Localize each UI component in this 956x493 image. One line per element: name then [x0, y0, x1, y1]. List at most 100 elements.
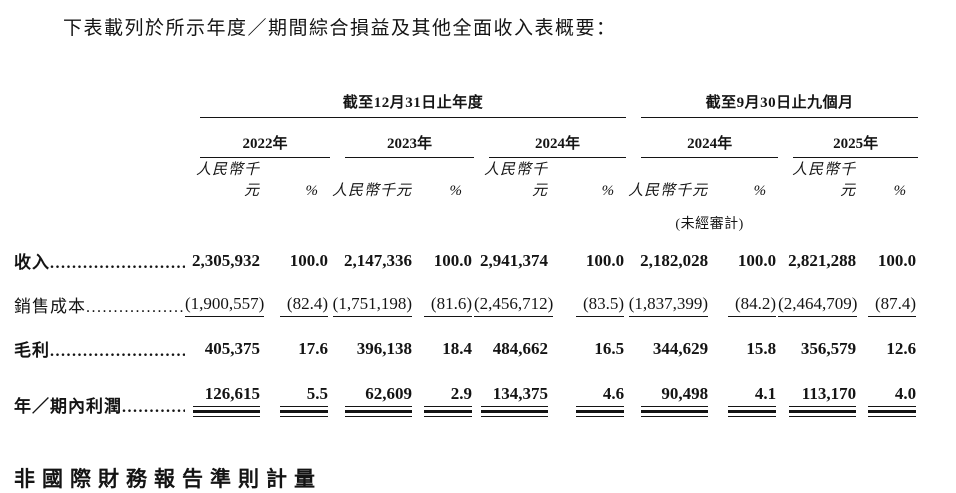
table-row-cost-of-sales: 銷售成本 (1,900,557) (82.4) (1,751,198) (81.… [14, 279, 918, 325]
percent-label: % [305, 183, 319, 199]
double-rule [424, 410, 472, 417]
year-label-2024-9m: 2024年 [641, 132, 779, 158]
value-cell: 2,941,374 [480, 251, 548, 270]
value-cell: (83.5) [548, 279, 626, 325]
financial-summary-table: 截至12月31日止年度 截至9月30日止九個月 2022年 2023年 2024… [14, 86, 919, 425]
year-cell-2023: 2023年 [330, 118, 474, 158]
unit-header-cell: 人民幣千元 [474, 158, 548, 203]
double-rule [345, 410, 412, 417]
value-cell: 405,375 [204, 339, 260, 358]
section-heading: 非國際財務報告準則計量 [14, 467, 322, 491]
year-label-2023: 2023年 [345, 132, 474, 158]
value-cell: 396,138 [356, 339, 412, 358]
value-cell: 100.0 [737, 251, 777, 270]
value-cell: 5.5 [260, 367, 330, 425]
period-group-cell-fy: 截至12月31日止年度 [185, 86, 627, 118]
year-label-2024: 2024年 [489, 132, 627, 158]
row-label-cell: 收入 [14, 237, 185, 279]
table-row-gross-profit: 毛利 405,375 17.6 396,138 18.4 484,662 16.… [14, 325, 918, 367]
row-label: 年／期內利潤 [14, 397, 122, 416]
value-cell: 100.0 [289, 251, 328, 270]
row-label: 收入 [14, 253, 50, 272]
percent-label: % [893, 183, 907, 199]
unit-label: 人民幣千元 [483, 162, 548, 199]
percent-label: % [449, 183, 463, 199]
percent-label: % [753, 183, 767, 199]
value-cell: (81.6) [412, 279, 474, 325]
value-cell: 16.5 [594, 339, 625, 358]
unaudited-note-row: (未經審計) [14, 203, 918, 237]
double-rule [576, 410, 625, 417]
pct-header-cell: % [548, 158, 626, 203]
spacer-cell [778, 203, 918, 237]
dot-leader [86, 299, 185, 317]
unit-header-row: 人民幣千元 % 人民幣千元 % 人民幣千元 % 人民幣千元 % 人民幣千元 % [14, 158, 918, 203]
unit-label: 人民幣千元 [195, 162, 260, 199]
intro-text: 下表載列於所示年度／期間綜合損益及其他全面收入表概要： [63, 18, 617, 39]
year-label-2022: 2022年 [200, 132, 330, 158]
value-cell: 2.9 [412, 367, 474, 425]
pct-header-cell: % [708, 158, 778, 203]
year-cell-2024: 2024年 [474, 118, 627, 158]
value-cell: 344,629 [652, 339, 709, 358]
double-rule [481, 410, 548, 417]
dot-leader [50, 255, 185, 273]
period-group-label-9m: 截至9月30日止九個月 [641, 91, 919, 118]
value-cell: 4.6 [548, 367, 626, 425]
table-row-profit-for-period: 年／期內利潤 126,615 5.5 62,609 2.9 134,375 4.… [14, 367, 918, 425]
unaudited-note: (未經審計) [675, 217, 744, 232]
double-rule [789, 410, 857, 417]
unit-label: 人民幣千元 [331, 183, 412, 199]
unit-label: 人民幣千元 [628, 183, 709, 199]
double-rule [868, 410, 917, 417]
row-label: 銷售成本 [14, 297, 86, 316]
unit-header-cell: 人民幣千元 [330, 158, 412, 203]
spacer-cell [14, 86, 185, 118]
value-cell: 15.8 [746, 339, 777, 358]
pct-header-cell: % [412, 158, 474, 203]
value-cell: (2,464,709) [778, 279, 858, 325]
row-label-cell: 年／期內利潤 [14, 367, 185, 425]
year-cell-2024-9m: 2024年 [626, 118, 779, 158]
value-cell: 2,147,336 [344, 251, 412, 270]
period-group-label-fy: 截至12月31日止年度 [200, 91, 627, 118]
value-cell: (1,900,557) [185, 279, 265, 325]
period-group-cell-9m: 截至9月30日止九個月 [626, 86, 919, 118]
row-label: 毛利 [14, 341, 50, 360]
double-rule [193, 410, 260, 417]
period-group-header-row: 截至12月31日止年度 截至9月30日止九個月 [14, 86, 919, 118]
unit-header-cell: 人民幣千元 [626, 158, 708, 203]
year-cell-2022: 2022年 [185, 118, 330, 158]
row-label-cell: 毛利 [14, 325, 185, 367]
dot-leader [122, 399, 185, 417]
value-cell: (87.4) [856, 279, 918, 325]
value-cell: (82.4) [260, 279, 330, 325]
percent-label: % [601, 183, 615, 199]
document-page: 下表載列於所示年度／期間綜合損益及其他全面收入表概要： 截至12月31日止年度 … [0, 16, 956, 491]
unit-header-cell: 人民幣千元 [185, 158, 260, 203]
spacer-cell [14, 158, 185, 203]
unit-header-cell: 人民幣千元 [778, 158, 856, 203]
value-cell: 2,305,932 [192, 251, 260, 270]
double-rule [641, 410, 709, 417]
value-cell: 113,170 [778, 367, 857, 425]
value-cell: 126,615 [185, 367, 260, 425]
spacer-cell [14, 118, 185, 158]
unit-label: 人民幣千元 [792, 162, 857, 199]
value-cell: 90,498 [626, 367, 709, 425]
value-cell: 62,609 [330, 367, 412, 425]
table-row-revenue: 收入 2,305,932 100.0 2,147,336 100.0 2,941… [14, 237, 918, 279]
dot-leader [50, 343, 185, 361]
pct-header-cell: % [856, 158, 918, 203]
value-cell: (1,837,399) [626, 279, 709, 325]
double-rule [728, 410, 777, 417]
value-cell: 2,182,028 [640, 251, 709, 270]
value-cell: 100.0 [585, 251, 625, 270]
value-cell: (1,751,198) [330, 279, 412, 325]
value-cell: 18.4 [442, 339, 472, 358]
value-cell: 100.0 [877, 251, 917, 270]
row-label-cell: 銷售成本 [14, 279, 185, 325]
value-cell: 100.0 [433, 251, 472, 270]
pct-header-cell: % [260, 158, 330, 203]
year-label-2025-9m: 2025年 [793, 132, 919, 158]
